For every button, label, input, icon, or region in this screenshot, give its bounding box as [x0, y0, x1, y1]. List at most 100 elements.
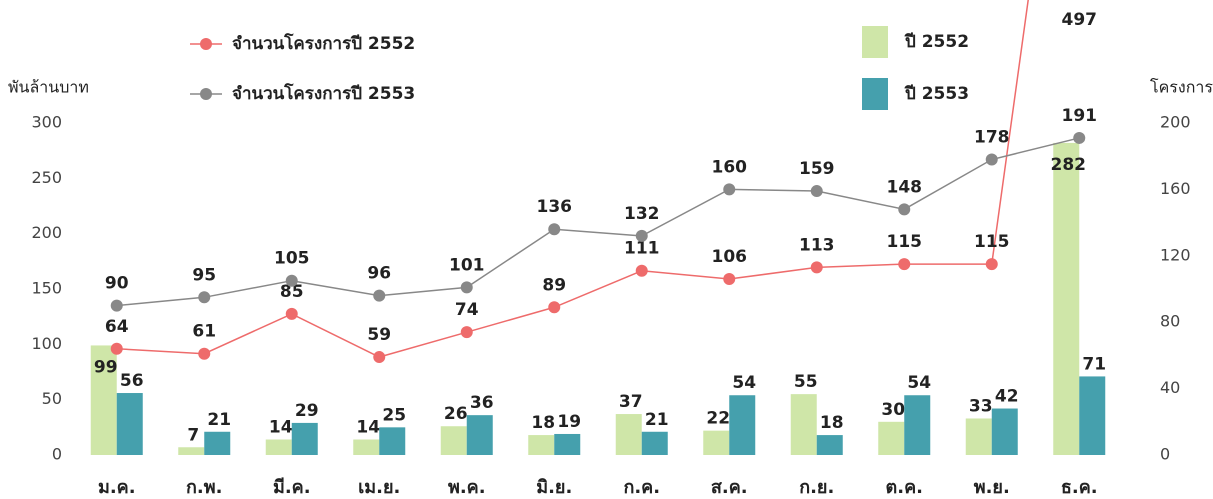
line-value-label: 106	[712, 247, 748, 267]
x-tick-label: ก.พ.	[186, 477, 222, 498]
line	[116, 137, 1080, 307]
legend-label: จำนวนโครงการปี 2553	[232, 83, 415, 104]
bar-value-label: 29	[295, 401, 319, 421]
line-value-label: 96	[367, 264, 391, 284]
line-point	[985, 258, 998, 271]
bar	[1053, 142, 1080, 456]
bar	[615, 414, 642, 455]
legend-swatch	[862, 26, 888, 58]
bar	[265, 439, 292, 455]
bar-value-label: 36	[470, 393, 494, 413]
line-value-label: 113	[799, 235, 835, 255]
bar	[790, 394, 817, 455]
bar	[703, 430, 730, 455]
bar-value-label: 14	[269, 418, 293, 438]
x-tick-label: พ.ค.	[448, 477, 486, 498]
bar-value-label: 22	[706, 409, 730, 429]
x-tick-label: ม.ค.	[98, 477, 136, 498]
x-tick-label: ก.ค.	[623, 477, 660, 498]
bar-value-label: 54	[732, 373, 756, 393]
line-point	[635, 229, 648, 242]
line-point	[898, 203, 911, 216]
bar-value-label: 14	[356, 418, 380, 438]
x-tick-label: พ.ย.	[974, 477, 1010, 498]
y-tick-label: 200	[31, 223, 62, 242]
line-value-label: 101	[449, 255, 485, 275]
line-point	[373, 289, 386, 302]
line-point	[285, 274, 298, 287]
line-value-label: 148	[887, 177, 923, 197]
bar-value-label: 19	[557, 412, 581, 432]
line-point	[635, 264, 648, 277]
bar-value-label: 71	[1082, 354, 1106, 374]
line-value-label: 111	[624, 239, 660, 259]
line-point	[198, 347, 211, 360]
line-value-label: 159	[799, 159, 835, 179]
line-value-label: 136	[537, 197, 573, 217]
bar	[291, 422, 318, 455]
line-value-label: 95	[192, 265, 216, 285]
y2-axis-title: โครงการ	[1150, 78, 1213, 97]
line-point	[373, 351, 386, 364]
line-value-label: 89	[542, 275, 566, 295]
line-value-label: 85	[280, 282, 304, 302]
line	[116, 0, 1029, 358]
bar-value-label: 99	[94, 357, 118, 377]
bar-value-label: 54	[907, 373, 931, 393]
y2-tick-label: 120	[1160, 245, 1191, 264]
line-point	[198, 291, 211, 304]
bar	[729, 395, 756, 455]
line-point	[810, 261, 823, 274]
bar	[641, 431, 668, 455]
y-tick-label: 50	[42, 389, 62, 408]
y2-tick-label: 160	[1160, 179, 1191, 198]
line-point	[898, 258, 911, 271]
bar-value-label: 42	[995, 387, 1019, 407]
x-tick-label: เม.ย.	[358, 477, 400, 498]
line-value-label: 105	[274, 249, 310, 269]
legend-swatch	[862, 78, 888, 110]
bar-value-label: 21	[645, 410, 669, 430]
line-point	[460, 326, 473, 339]
line-point	[110, 299, 123, 312]
y-tick-label: 150	[31, 279, 62, 298]
legend-label: ปี 2553	[904, 83, 969, 104]
legend-label: ปี 2552	[904, 31, 969, 52]
y-tick-label: 300	[31, 113, 62, 132]
x-tick-label: ธ.ค.	[1061, 477, 1098, 498]
bar-value-label: 18	[531, 413, 555, 433]
bar-value-label: 26	[444, 404, 468, 424]
y2-tick-label: 40	[1160, 378, 1180, 397]
bar	[991, 408, 1018, 455]
y2-tick-label: 80	[1160, 312, 1180, 331]
x-tick-label: ก.ย.	[799, 477, 834, 498]
bar	[1079, 376, 1106, 455]
x-tick-label: มี.ค.	[273, 477, 311, 498]
line-value-label: 90	[105, 274, 129, 294]
bar	[816, 435, 843, 455]
bar	[528, 435, 555, 455]
legend-point	[200, 38, 212, 50]
bar	[353, 439, 380, 455]
x-tick-label: ส.ค.	[711, 477, 748, 498]
line-value-label: 178	[974, 128, 1010, 148]
line-value-label: 64	[105, 317, 129, 337]
line-value-label: 115	[887, 232, 923, 252]
line-point	[723, 273, 736, 286]
line-point	[460, 281, 473, 294]
x-tick-label: มิ.ย.	[536, 477, 572, 498]
legend-point	[200, 88, 212, 100]
bar-value-label: 282	[1051, 155, 1087, 175]
bar	[440, 426, 467, 455]
bar-value-label: 55	[794, 372, 818, 392]
line-value-label: 74	[455, 300, 479, 320]
bar-value-label: 33	[969, 396, 993, 416]
line-value-label: 497	[1062, 10, 1098, 30]
y-tick-label: 100	[31, 334, 62, 353]
bar-value-label: 30	[881, 400, 905, 420]
line-point	[810, 185, 823, 198]
bar	[554, 433, 581, 455]
bar	[379, 427, 406, 455]
y-tick-label: 0	[52, 445, 62, 464]
